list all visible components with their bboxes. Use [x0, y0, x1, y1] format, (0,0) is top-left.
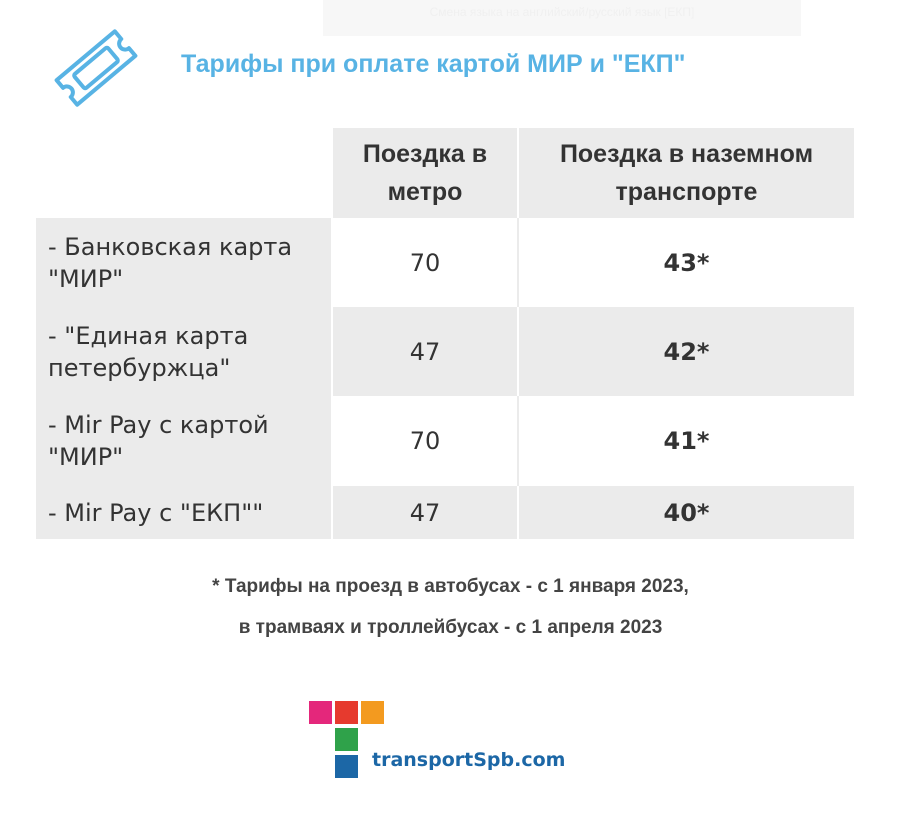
logo-square-red	[335, 701, 358, 724]
ground-fare: 40*	[519, 486, 854, 539]
ground-fare: 42*	[519, 307, 854, 396]
ground-fare: 41*	[519, 396, 854, 486]
table-row: - "Единая карта петербуржца" 47 42*	[36, 307, 854, 396]
metro-fare: 47	[333, 307, 519, 396]
tariff-table: Поездка в метро Поездка в наземном транс…	[36, 128, 854, 539]
header-cell-ground: Поездка в наземном транспорте	[519, 128, 854, 218]
transportspb-logo	[309, 701, 579, 781]
top-banner: Смена языка на английский/русский язык […	[323, 0, 801, 36]
table-row: - Mir Pay с картой "МИР" 70 41*	[36, 396, 854, 486]
page-title: Тарифы при оплате картой МИР и "ЕКП"	[181, 50, 686, 78]
table-header-row: Поездка в метро Поездка в наземном транс…	[36, 128, 854, 218]
row-label: - Mir Pay с картой "МИР"	[36, 396, 333, 486]
logo-square-green	[335, 728, 358, 751]
row-label: - Mir Pay с "ЕКП""	[36, 486, 333, 539]
header-cell-empty	[36, 128, 333, 218]
top-banner-text: Смена языка на английский/русский язык […	[429, 5, 695, 19]
metro-fare: 70	[333, 218, 519, 307]
metro-fare: 47	[333, 486, 519, 539]
logo-square-blue	[335, 755, 358, 778]
table-row: - Mir Pay с "ЕКП"" 47 40*	[36, 486, 854, 539]
table-row: - Банковская карта "МИР" 70 43*	[36, 218, 854, 307]
logo-text: transportSpb.com	[372, 749, 566, 771]
footnote-line-1: * Тарифы на проезд в автобусах - с 1 янв…	[212, 576, 689, 597]
row-label: - "Единая карта петербуржца"	[36, 307, 333, 396]
ticket-icon	[48, 20, 144, 116]
logo-square-orange	[361, 701, 384, 724]
ground-fare: 43*	[519, 218, 854, 307]
row-label: - Банковская карта "МИР"	[36, 218, 333, 307]
header-cell-metro: Поездка в метро	[333, 128, 519, 218]
footnote-line-2: в трамваях и троллейбусах - с 1 апреля 2…	[238, 617, 663, 638]
logo-square-magenta	[309, 701, 332, 724]
metro-fare: 70	[333, 396, 519, 486]
